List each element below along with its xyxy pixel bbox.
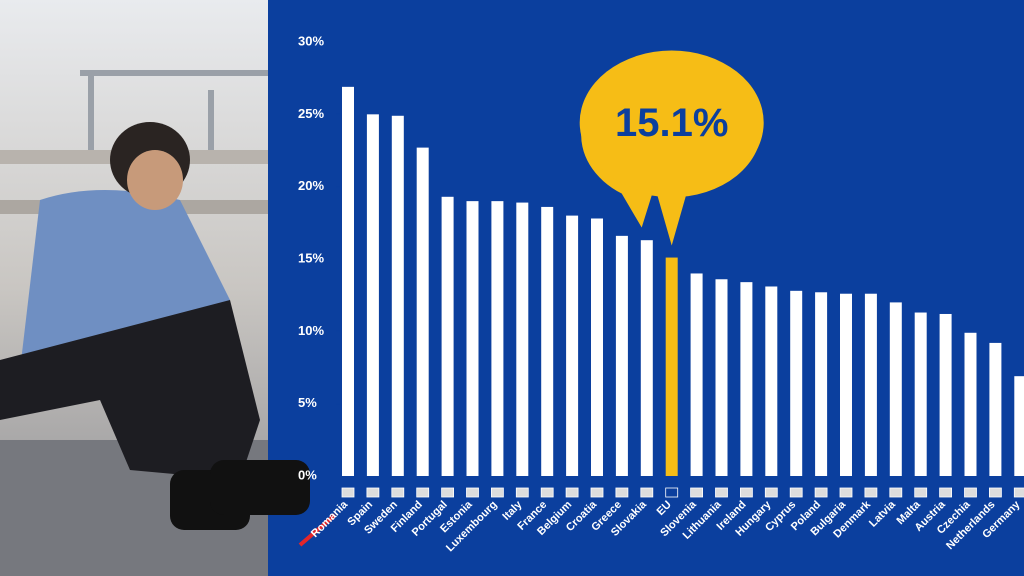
y-tick-label: 15% <box>298 250 324 265</box>
bar <box>342 86 354 476</box>
bar <box>989 342 1002 476</box>
flag <box>939 487 952 498</box>
bar <box>441 196 454 476</box>
bar <box>640 240 653 476</box>
flag <box>1013 487 1024 498</box>
y-tick-label: 25% <box>298 106 324 121</box>
bar <box>939 313 952 476</box>
flag <box>565 487 579 498</box>
callout: 15.1% <box>579 50 764 246</box>
flag <box>690 487 703 498</box>
flag <box>615 487 629 498</box>
bar <box>615 235 628 476</box>
bar <box>889 302 902 476</box>
bar <box>964 332 977 476</box>
bar <box>391 115 404 476</box>
flag <box>914 487 928 498</box>
bar <box>914 312 927 476</box>
photo <box>0 0 310 576</box>
flag <box>764 487 778 498</box>
bar <box>715 279 728 476</box>
bar <box>541 206 554 477</box>
bar <box>366 114 379 476</box>
bar <box>740 282 753 476</box>
y-tick-label: 0% <box>298 467 317 482</box>
flag <box>964 487 977 498</box>
highlight-underline <box>298 513 337 547</box>
bar <box>591 218 603 476</box>
flag <box>889 487 903 498</box>
y-tick-label: 10% <box>298 323 324 338</box>
bar <box>690 273 703 476</box>
bar <box>765 286 778 476</box>
flag <box>715 487 728 498</box>
callout-body <box>579 50 764 195</box>
bar <box>566 215 579 476</box>
value-label: 15.1% <box>615 101 728 145</box>
flag <box>789 487 803 498</box>
y-tick-label: 20% <box>298 178 324 193</box>
bar <box>864 293 877 476</box>
flag <box>640 487 654 498</box>
x-tick-label: Romania <box>309 498 351 540</box>
flag <box>665 487 679 498</box>
flag <box>814 487 828 498</box>
flag <box>540 487 554 498</box>
flag <box>391 487 405 498</box>
bar <box>416 147 429 476</box>
bar <box>1014 376 1024 476</box>
bar <box>840 293 852 476</box>
bar <box>790 290 803 476</box>
flag <box>490 487 504 498</box>
y-tick-label: 30% <box>298 33 324 48</box>
x-tick-label: EU <box>655 499 674 518</box>
flag <box>590 487 604 498</box>
flag <box>416 487 430 498</box>
bar <box>466 201 479 476</box>
bar <box>665 257 678 476</box>
bar <box>815 292 828 476</box>
callout-tail <box>653 182 690 246</box>
x-tick-label: Latvia <box>867 498 899 530</box>
flag <box>864 487 878 498</box>
bar <box>491 201 504 476</box>
flag <box>366 487 380 498</box>
flag <box>515 487 529 498</box>
flag <box>341 487 355 498</box>
flag <box>466 487 479 498</box>
flag <box>740 487 753 498</box>
bar <box>516 202 529 476</box>
y-tick-label: 5% <box>298 395 317 410</box>
flag <box>839 487 853 498</box>
flag <box>989 487 1002 498</box>
flag <box>441 487 455 498</box>
